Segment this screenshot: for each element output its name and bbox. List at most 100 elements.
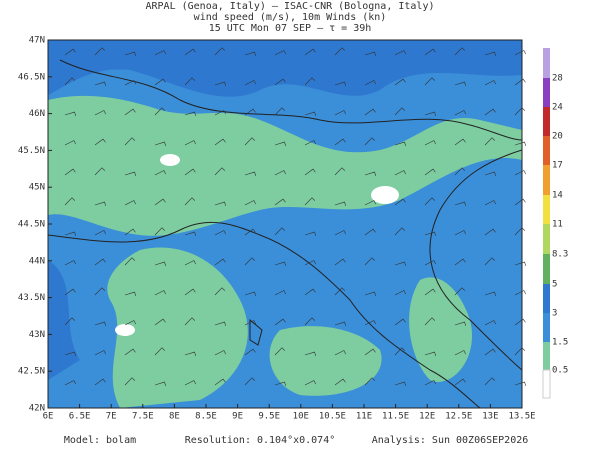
wind-barb — [304, 168, 316, 176]
lat-label: 47N — [29, 36, 45, 46]
wind-barb — [484, 200, 496, 206]
wind-barb — [364, 137, 376, 146]
wind-barb — [274, 107, 286, 116]
wind-barb — [454, 47, 466, 56]
lat-label: 46N — [29, 109, 45, 119]
wind-barb — [94, 287, 106, 296]
wind-barb — [424, 288, 436, 296]
wind-barb — [514, 107, 526, 116]
wind-barb — [244, 137, 256, 146]
wind-barb — [394, 227, 406, 236]
wind-barb — [154, 318, 166, 326]
wind-barb — [454, 258, 466, 266]
wind-barb — [454, 378, 466, 386]
header-line: ARPAL (Genoa, Italy) — ISAC-CNR (Bologna… — [146, 1, 435, 12]
wind-barb — [424, 48, 436, 56]
lat-label: 43N — [29, 330, 45, 340]
wind-barb — [364, 228, 376, 236]
wind-barb — [514, 290, 526, 296]
wind-barb — [394, 318, 406, 326]
wind-barb — [514, 347, 526, 356]
wind-barb — [214, 47, 226, 56]
wind-barb — [244, 80, 256, 86]
wind-barb — [454, 287, 466, 296]
wind-barb — [244, 377, 256, 386]
wind-barb — [154, 347, 166, 356]
wind-barb — [514, 261, 527, 266]
wind-barb — [274, 318, 286, 326]
colorbar-label: 14 — [552, 191, 563, 201]
wind-barb — [484, 291, 497, 296]
wind-barb — [184, 260, 196, 266]
wind-barb — [364, 377, 376, 386]
wind-barb — [424, 168, 436, 176]
wind-barb — [64, 77, 76, 86]
wind-barb — [214, 258, 226, 266]
colorbar-label: 5 — [552, 280, 557, 290]
lat-label: 42N — [29, 404, 45, 414]
wind-barb — [454, 167, 466, 176]
wind-barb — [424, 317, 436, 326]
wind-barb — [94, 350, 106, 356]
wind-barb — [64, 197, 76, 206]
wind-barb — [514, 141, 527, 146]
wind-barb — [454, 138, 466, 146]
wind-barb — [124, 51, 137, 56]
wind-barb — [64, 231, 77, 236]
wind-barb — [214, 287, 226, 296]
wind-barb — [184, 168, 196, 176]
wind-barb — [124, 320, 136, 326]
wind-barb — [154, 107, 166, 116]
wind-barb — [64, 380, 76, 386]
wind-barb — [94, 321, 107, 326]
map-field — [48, 40, 522, 408]
wind-barb — [334, 47, 346, 56]
wind-barb — [394, 381, 407, 386]
wind-barb — [424, 140, 436, 146]
wind-barb — [334, 230, 346, 236]
lat-label: 44.5N — [18, 220, 45, 230]
wind-barb — [124, 108, 136, 116]
wind-barb — [304, 231, 317, 236]
colorbar — [542, 48, 551, 399]
wind-barb — [364, 291, 377, 296]
wind-barb — [124, 377, 136, 386]
colorbar-label: 3 — [552, 309, 557, 319]
wind-barb — [244, 200, 256, 206]
wind-barb — [154, 261, 167, 266]
lat-label: 46.5N — [18, 72, 45, 82]
wind-barb — [244, 51, 257, 56]
wind-barb — [394, 198, 406, 206]
wind-barb — [274, 261, 287, 266]
lon-label: 9.5E — [258, 412, 280, 422]
wind-barb — [154, 141, 167, 146]
wind-barb — [124, 137, 136, 146]
wind-barb — [244, 291, 257, 296]
wind-barb — [394, 50, 406, 56]
wind-barb — [64, 140, 76, 146]
wind-barb — [94, 138, 106, 146]
wind-barb — [454, 321, 467, 326]
wind-barb — [94, 230, 106, 236]
wind-barb — [274, 198, 286, 206]
wind-barb — [154, 290, 166, 296]
wind-barb — [184, 48, 196, 56]
wind-barb — [94, 201, 107, 206]
wind-barb — [154, 170, 166, 176]
wind-barb — [304, 288, 316, 296]
wind-barb — [184, 288, 196, 296]
wind-barb — [304, 111, 317, 116]
wind-barb — [364, 320, 376, 326]
wind-barb — [64, 317, 76, 326]
wind-barb — [394, 78, 406, 86]
wind-barb — [184, 351, 197, 356]
lon-label: 10.5E — [319, 412, 346, 422]
wind-barb — [364, 257, 376, 266]
wind-barb — [64, 168, 76, 176]
wind-barb — [514, 381, 527, 386]
wind-barb — [334, 201, 347, 206]
wind-barb — [334, 138, 346, 146]
wind-barb — [184, 231, 197, 236]
wind-barb — [64, 48, 76, 56]
